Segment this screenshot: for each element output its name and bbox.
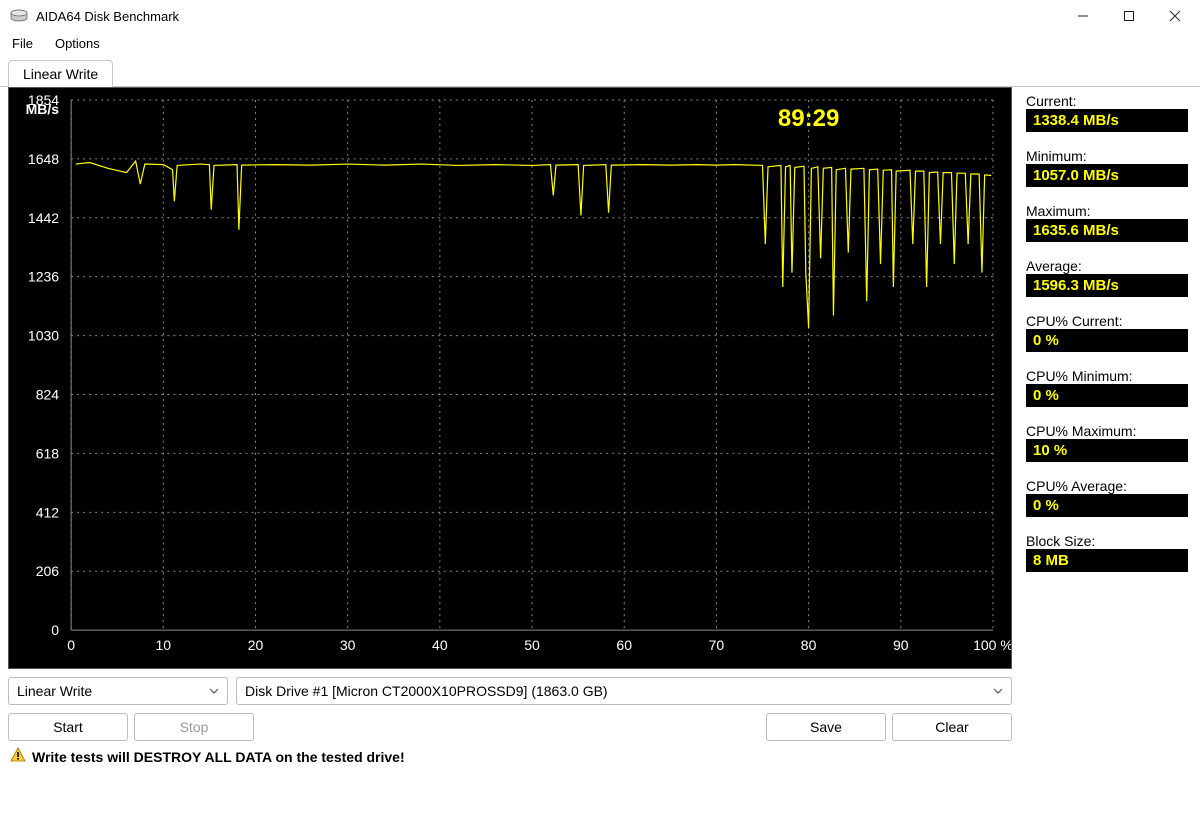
stat-label: Current:: [1026, 93, 1188, 109]
stat-value: 0 %: [1026, 384, 1188, 407]
stat-label: CPU% Current:: [1026, 313, 1188, 329]
left-panel: 0206412618824103012361442164818540102030…: [0, 87, 1020, 813]
content-area: 0206412618824103012361442164818540102030…: [0, 86, 1200, 813]
stat-group: CPU% Current:0 %: [1026, 313, 1188, 352]
y-tick-label: 412: [36, 504, 60, 520]
maximize-button[interactable]: [1106, 0, 1152, 32]
y-tick-label: 0: [51, 622, 59, 638]
app-window: AIDA64 Disk Benchmark File Options Linea…: [0, 0, 1200, 813]
stat-group: CPU% Average:0 %: [1026, 478, 1188, 517]
stat-label: Minimum:: [1026, 148, 1188, 164]
drive-dropdown[interactable]: Disk Drive #1 [Micron CT2000X10PROSSD9] …: [236, 677, 1012, 705]
chevron-down-icon: [993, 683, 1003, 699]
stat-label: Average:: [1026, 258, 1188, 274]
x-tick-label: 60: [616, 637, 632, 653]
clear-button[interactable]: Clear: [892, 713, 1012, 741]
x-tick-label: 80: [801, 637, 817, 653]
chevron-down-icon: [209, 683, 219, 699]
y-tick-label: 1236: [28, 269, 59, 285]
y-tick-label: 206: [36, 563, 60, 579]
menu-file[interactable]: File: [8, 34, 37, 53]
start-button[interactable]: Start: [8, 713, 128, 741]
close-button[interactable]: [1152, 0, 1198, 32]
x-tick-label: 10: [156, 637, 172, 653]
stat-label: CPU% Minimum:: [1026, 368, 1188, 384]
stat-group: Maximum:1635.6 MB/s: [1026, 203, 1188, 242]
stat-group: CPU% Maximum:10 %: [1026, 423, 1188, 462]
x-tick-label: 100 %: [973, 637, 1011, 653]
app-icon: [10, 9, 28, 23]
stop-button[interactable]: Stop: [134, 713, 254, 741]
warning-icon: [10, 747, 26, 766]
menu-options[interactable]: Options: [51, 34, 104, 53]
test-type-value: Linear Write: [17, 683, 92, 699]
stat-value: 10 %: [1026, 439, 1188, 462]
test-type-dropdown[interactable]: Linear Write: [8, 677, 228, 705]
stats-panel: Current:1338.4 MB/s Minimum:1057.0 MB/s Ma…: [1020, 87, 1200, 813]
stat-value: 8 MB: [1026, 549, 1188, 572]
stat-value: 1057.0 MB/s: [1026, 164, 1188, 187]
y-tick-label: 618: [36, 445, 60, 461]
benchmark-chart: 0206412618824103012361442164818540102030…: [8, 87, 1012, 669]
menubar: File Options: [0, 32, 1200, 54]
x-tick-label: 50: [524, 637, 540, 653]
titlebar: AIDA64 Disk Benchmark: [0, 0, 1200, 32]
x-tick-label: 40: [432, 637, 448, 653]
stat-group: Current:1338.4 MB/s: [1026, 93, 1188, 132]
stat-group: Average:1596.3 MB/s: [1026, 258, 1188, 297]
x-tick-label: 20: [248, 637, 264, 653]
y-tick-label: 1030: [28, 328, 59, 344]
button-row: Start Stop Save Clear: [8, 713, 1012, 741]
x-tick-label: 90: [893, 637, 909, 653]
tab-linear-write[interactable]: Linear Write: [8, 60, 113, 87]
stat-label: Block Size:: [1026, 533, 1188, 549]
tabstrip: Linear Write: [0, 58, 1200, 86]
save-button[interactable]: Save: [766, 713, 886, 741]
minimize-button[interactable]: [1060, 0, 1106, 32]
stat-label: Maximum:: [1026, 203, 1188, 219]
y-tick-label: 1442: [28, 210, 59, 226]
warning-text: Write tests will DESTROY ALL DATA on the…: [32, 749, 405, 765]
window-title: AIDA64 Disk Benchmark: [36, 9, 179, 24]
x-tick-label: 30: [340, 637, 356, 653]
x-tick-label: 70: [709, 637, 725, 653]
stat-value: 1338.4 MB/s: [1026, 109, 1188, 132]
stat-value: 0 %: [1026, 494, 1188, 517]
drive-value: Disk Drive #1 [Micron CT2000X10PROSSD9] …: [245, 683, 608, 699]
stat-value: 1635.6 MB/s: [1026, 219, 1188, 242]
warning-row: Write tests will DESTROY ALL DATA on the…: [8, 741, 1012, 772]
unit-label: MB/s: [26, 101, 60, 117]
stat-label: CPU% Maximum:: [1026, 423, 1188, 439]
selection-row: Linear Write Disk Drive #1 [Micron CT200…: [8, 677, 1012, 705]
x-tick-label: 0: [67, 637, 75, 653]
stat-value: 0 %: [1026, 329, 1188, 352]
stat-group: Minimum:1057.0 MB/s: [1026, 148, 1188, 187]
stat-group: Block Size:8 MB: [1026, 533, 1188, 572]
stat-label: CPU% Average:: [1026, 478, 1188, 494]
stat-group: CPU% Minimum:0 %: [1026, 368, 1188, 407]
stat-value: 1596.3 MB/s: [1026, 274, 1188, 297]
y-tick-label: 824: [36, 387, 60, 403]
elapsed-timer: 89:29: [778, 105, 839, 132]
y-tick-label: 1648: [28, 151, 59, 167]
